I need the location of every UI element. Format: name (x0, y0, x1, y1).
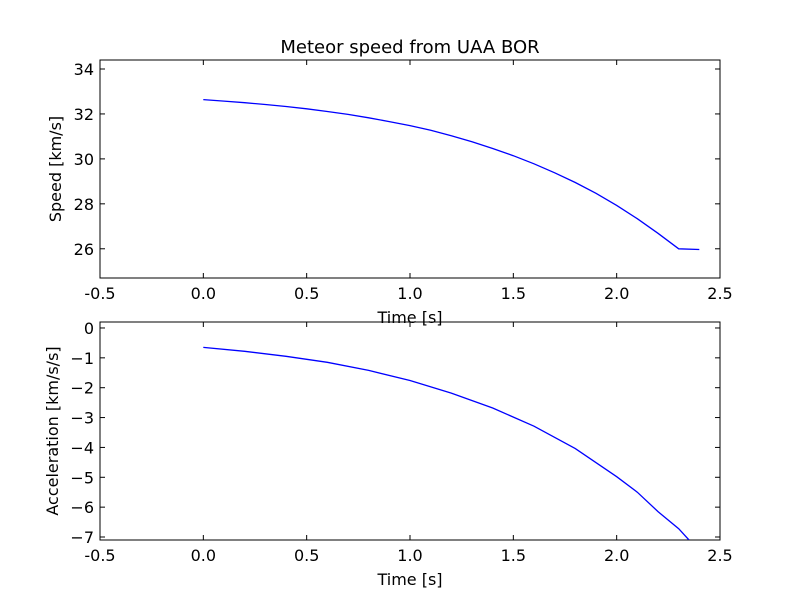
acceleration-xtick-label: 0.5 (294, 546, 319, 565)
acceleration-ytick-label: −4 (70, 438, 94, 457)
speed-plot-frame (99, 59, 721, 279)
acceleration-xtick-label: 2.5 (707, 546, 732, 565)
speed-ytick-label: 28 (74, 195, 94, 214)
acceleration-line (203, 346, 690, 540)
acceleration-plot-frame (99, 321, 721, 541)
speed-ytick-label: 32 (74, 105, 94, 124)
speed-xtick-label: 2.0 (604, 284, 629, 303)
speed-xtick-label: 0.0 (191, 284, 216, 303)
acceleration-xtick-label: 2.0 (604, 546, 629, 565)
acceleration-ytick-label: −2 (70, 379, 94, 398)
acceleration-ticks: -0.5 0.0 0.5 1.0 1.5 2.0 2.5 0 −1 −2 −3 −4 −5 −6 −7 (70, 319, 732, 565)
speed-ticks: -0.5 0.0 0.5 1.0 1.5 2.0 2.5 26 28 30 32 34 (74, 60, 733, 303)
acceleration-xtick-label: 1.0 (397, 546, 422, 565)
speed-yaxis-label: Speed [km/s] (46, 116, 65, 222)
acceleration-ytick-label: 0 (84, 319, 94, 338)
acceleration-xtick-label: 0.0 (191, 546, 216, 565)
acceleration-chart: -0.5 0.0 0.5 1.0 1.5 2.0 2.5 0 −1 −2 −3 −4 −5 −6 −7 Ti… (43, 319, 733, 589)
speed-xtick-label: 1.0 (397, 284, 422, 303)
speed-ytick-label: 34 (74, 60, 94, 79)
speed-line (203, 98, 700, 251)
speed-ytick-label: 26 (74, 240, 94, 259)
acceleration-xaxis-label: Time [s] (376, 570, 442, 589)
speed-xtick-label: 0.5 (294, 284, 319, 303)
speed-xtick-label: -0.5 (84, 284, 115, 303)
speed-chart: Meteor speed from UAA BOR -0.5 0.0 0.5 1.0 1… (46, 37, 733, 327)
acceleration-ytick-label: −5 (70, 468, 94, 487)
acceleration-xtick-label: 1.5 (501, 546, 526, 565)
acceleration-ytick-label: −7 (70, 528, 94, 547)
speed-xtick-label: 1.5 (501, 284, 526, 303)
acceleration-ytick-label: −6 (70, 498, 94, 517)
speed-series (203, 98, 700, 251)
speed-chart-title: Meteor speed from UAA BOR (280, 37, 539, 58)
acceleration-ytick-label: −3 (70, 409, 94, 428)
acceleration-xtick-label: -0.5 (84, 546, 115, 565)
acceleration-series (203, 346, 690, 540)
acceleration-ytick-label: −1 (70, 349, 94, 368)
speed-ytick-label: 30 (74, 150, 94, 169)
speed-xtick-label: 2.5 (707, 284, 732, 303)
acceleration-yaxis-label: Acceleration [km/s/s] (43, 346, 62, 515)
